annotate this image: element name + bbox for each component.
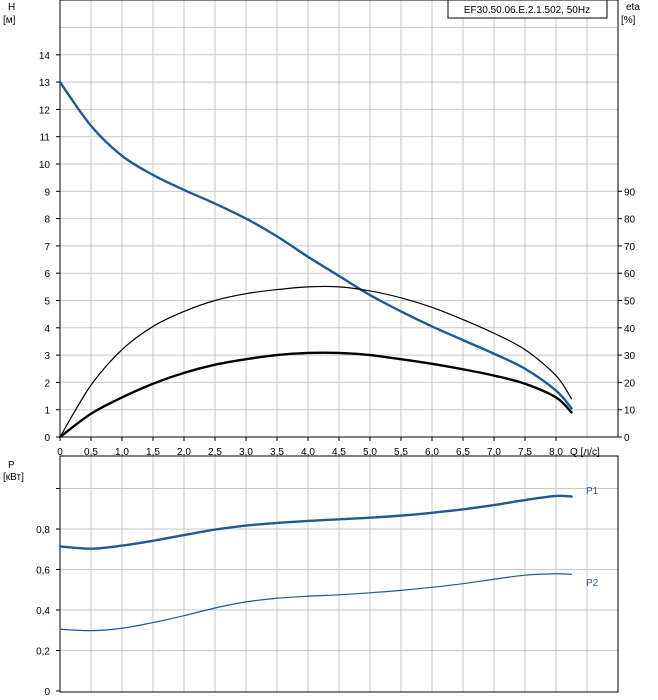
x-tick-label: 1,0: [115, 447, 129, 458]
y-left-tick-label: 0: [44, 433, 50, 444]
y-right-tick-label: 80: [624, 215, 636, 226]
x-tick-label: 7,0: [487, 447, 501, 458]
p-tick-label: 0,8: [36, 525, 50, 536]
p-tick-label: 0: [44, 687, 50, 698]
p-axis-name: P: [8, 460, 15, 471]
x-tick-label: 5,5: [394, 447, 408, 458]
x-tick-label: 0,5: [84, 447, 98, 458]
x-tick-label: 7,5: [518, 447, 532, 458]
y-right-tick-label: 0: [624, 433, 630, 444]
series-label-p1: P1: [586, 486, 599, 497]
y-left-tick-label: 4: [44, 324, 50, 335]
efficiency-curve-eta-2: [58, 351, 573, 439]
x-tick-label: 6,5: [456, 447, 470, 458]
chart-series: [58, 80, 573, 632]
head-chart-grid: [60, 0, 619, 437]
y-left-tick-label: 11: [40, 133, 51, 144]
x-tick-label: 8,0: [549, 447, 563, 458]
p-tick-label: 0,2: [36, 647, 50, 658]
chart-tick-labels: 0 0,5 1,0 1,5 2,0 2,5 3,0 3,5 4,0 4,5 5,0 5,5 6,0 6,5…: [36, 51, 635, 698]
y-left-axis-unit: [м]: [3, 15, 16, 26]
y-left-tick-label: 6: [44, 269, 50, 280]
p-axis-unit: [кВт]: [3, 472, 24, 483]
x-tick-label: 6,0: [425, 447, 439, 458]
series-label-p2: P2: [586, 578, 599, 589]
x-tick-label: 2,5: [208, 447, 222, 458]
chart-title: EF30.50.06.E.2.1.502, 50Hz: [464, 5, 590, 16]
y-right-tick-label: 70: [624, 242, 636, 253]
y-left-tick-label: 9: [44, 187, 50, 198]
y-right-tick-label: 20: [624, 378, 636, 389]
p-tick-label: 0,6: [36, 566, 50, 577]
x-axis-label: Q [л/с]: [570, 447, 600, 458]
y-left-axis-name: H: [8, 2, 15, 13]
y-left-tick-label: 5: [44, 297, 50, 308]
y-right-tick-label: 50: [624, 297, 636, 308]
y-left-tick-label: 13: [39, 78, 51, 89]
y-right-axis-unit: [%]: [621, 15, 636, 26]
y-right-tick-label: 40: [624, 324, 636, 335]
y-right-axis-name: eta: [626, 2, 640, 13]
power-chart-frame: [59, 455, 619, 693]
efficiency-curve-eta-1: [59, 285, 573, 438]
y-left-tick-label: 3: [44, 351, 50, 362]
y-right-tick-label: 10: [624, 406, 636, 417]
y-right-tick-label: 60: [624, 269, 636, 280]
y-left-tick-label: 2: [44, 378, 50, 389]
x-tick-label: 4,5: [332, 447, 346, 458]
y-right-tick-label: 90: [624, 187, 636, 198]
y-left-tick-label: 10: [39, 160, 51, 171]
y-left-tick-label: 8: [44, 215, 50, 226]
p-tick-label: 0,4: [36, 606, 50, 617]
x-tick-label: 4,0: [301, 447, 315, 458]
x-tick-label: 3,0: [239, 447, 253, 458]
y-left-tick-label: 7: [44, 242, 50, 253]
y-right-tick-label: 30: [624, 351, 636, 362]
power-curve-p1: [58, 494, 573, 550]
power-curve-p2: [59, 573, 573, 632]
y-left-tick-label: 12: [39, 105, 51, 116]
x-tick-label: 5,0: [363, 447, 377, 458]
x-tick-label: 3,5: [270, 447, 284, 458]
y-left-tick-label: 1: [44, 406, 50, 417]
x-tick-label: 0: [57, 447, 63, 458]
x-tick-label: 2,0: [177, 447, 191, 458]
title-box: [447, 0, 608, 19]
x-tick-label: 1,5: [146, 447, 160, 458]
y-left-tick-label: 14: [39, 51, 51, 62]
head-curve-h: [58, 80, 573, 410]
